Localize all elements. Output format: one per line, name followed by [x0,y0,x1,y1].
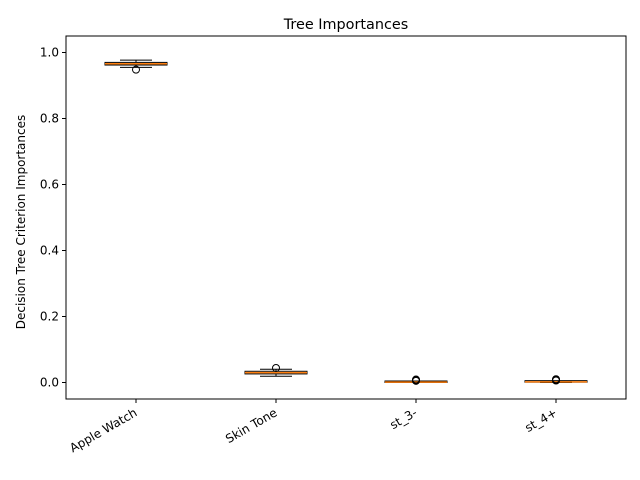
y-tick-label: 1.0 [40,46,59,60]
outlier-point [412,375,420,384]
y-axis-label: Decision Tree Criterion Importances [14,115,28,330]
x-tick-label: Apple Watch [67,405,139,455]
plot-area: 0.0 0.2 0.4 0.6 0.8 1.0 Apple Watch Skin Tone st… [40,35,627,455]
box-4 [524,375,588,385]
box-2 [244,363,308,377]
chart-title: Tree Importances [283,17,409,33]
y-tick-label: 0.6 [40,178,59,192]
y-tick-label: 0.2 [40,310,59,324]
outlier-point [272,363,280,372]
outlier-point [552,375,560,384]
x-tick-label: st_4+ [522,405,559,434]
axes-frame [65,35,627,400]
x-tick-label: Skin Tone [223,405,279,446]
y-tick-label: 0.8 [40,112,59,126]
box-3 [384,375,448,385]
outlier-point [132,65,140,74]
box-1 [104,59,168,74]
y-tick-label: 0.0 [40,376,59,390]
y-tick-label: 0.4 [40,244,59,258]
x-tick-label: st_3- [387,405,419,432]
